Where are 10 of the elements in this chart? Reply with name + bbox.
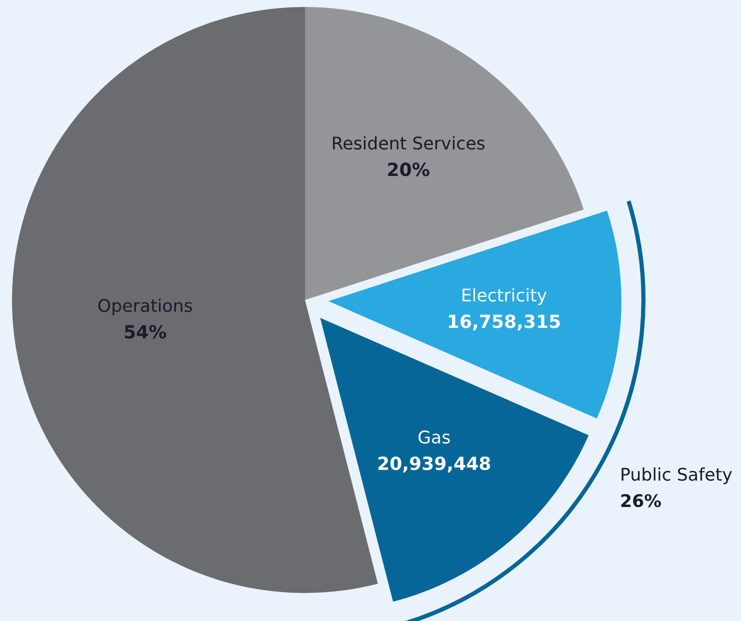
slice-label: Gas [418,430,450,444]
text: 16,758,315 [448,314,560,330]
text: 20,939,448 [378,456,490,472]
text: Public Safety [622,467,732,484]
data-label: 20% [388,162,430,176]
slice-label: Resident Services [333,136,485,150]
slice-label: Operations [98,298,192,316]
data-label: 54% [124,324,166,339]
text: 26% [621,494,661,508]
slice-label: Electricity [462,288,547,305]
